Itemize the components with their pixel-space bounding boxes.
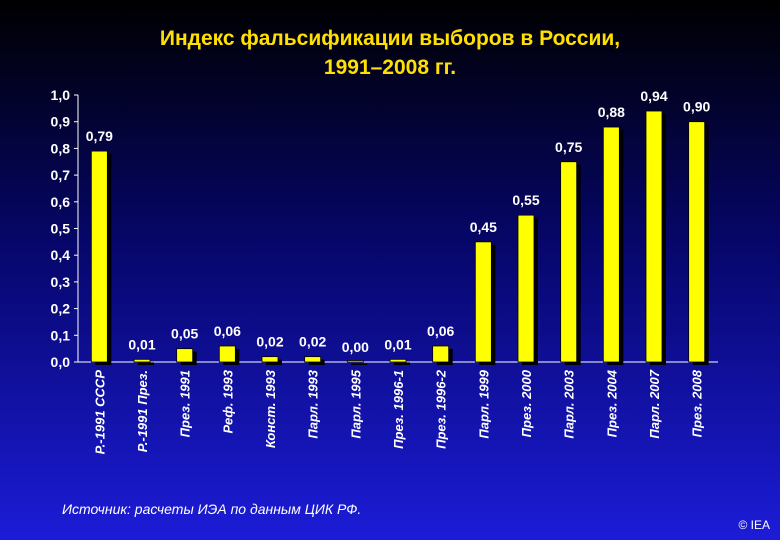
category-label: През. 1991 <box>178 370 193 437</box>
bar-shadow <box>138 362 154 365</box>
data-label: 0,45 <box>470 219 497 235</box>
y-tick-label: 0,8 <box>51 140 71 156</box>
bar <box>602 126 620 363</box>
data-label: 0,90 <box>683 99 710 115</box>
category-label: През. 2008 <box>690 369 705 437</box>
category-label: Конст. 1993 <box>263 369 278 448</box>
y-tick-label: 0,1 <box>51 327 71 343</box>
y-tick-label: 0,2 <box>51 301 71 317</box>
bar <box>560 161 578 363</box>
category-label: През. 2004 <box>604 369 619 437</box>
bar <box>218 345 236 363</box>
bar-shadow <box>351 363 368 365</box>
category-label: Р.-1991 СССР <box>92 370 107 455</box>
bar <box>389 358 407 363</box>
category-label: През. 1996-2 <box>434 369 449 449</box>
data-label: 0,02 <box>299 334 326 350</box>
data-label: 0,06 <box>214 323 241 339</box>
y-tick-label: 1,0 <box>51 87 71 103</box>
bar-shadow <box>394 362 410 365</box>
copyright-text: © IEA <box>738 518 770 532</box>
category-label: През. 1996-1 <box>391 370 406 449</box>
y-tick-label: 0,0 <box>51 354 71 370</box>
bar <box>90 150 108 363</box>
bar <box>304 356 322 363</box>
bar <box>474 241 492 363</box>
chart-title: Индекс фальсификации выборов в России, 1… <box>0 24 780 82</box>
category-label: Р.-1991 През. <box>135 370 150 452</box>
category-label: Реф. 1993 <box>220 369 235 433</box>
data-label: 0,01 <box>128 336 155 352</box>
data-label: 0,88 <box>598 104 625 120</box>
data-label: 0,01 <box>384 336 411 352</box>
category-label: Парл. 2007 <box>647 369 662 438</box>
bar <box>176 348 194 363</box>
bar <box>517 214 535 363</box>
data-label: 0,94 <box>640 88 667 104</box>
data-label: 0,75 <box>555 139 582 155</box>
data-label: 0,55 <box>512 192 539 208</box>
category-label: Парл. 1999 <box>476 369 491 438</box>
y-tick-label: 0,6 <box>51 194 71 210</box>
y-tick-label: 0,3 <box>51 274 71 290</box>
title-line-1: Индекс фальсификации выборов в России, <box>159 27 621 50</box>
y-tick-label: 0,7 <box>51 167 71 183</box>
y-tick-label: 0,5 <box>51 221 71 237</box>
source-note: Источник: расчеты ИЭА по данным ЦИК РФ. <box>62 501 362 517</box>
data-label: 0,00 <box>342 339 369 355</box>
y-tick-label: 0,4 <box>51 247 71 263</box>
bar <box>688 121 706 363</box>
category-label: Парл. 1995 <box>348 369 363 438</box>
title-line-2: 1991–2008 гг. <box>323 56 457 79</box>
bar <box>133 358 151 363</box>
category-label: Парл. 2003 <box>562 369 577 438</box>
bar <box>261 356 279 363</box>
data-label: 0,06 <box>427 323 454 339</box>
data-label: 0,02 <box>256 334 283 350</box>
bar <box>346 360 364 363</box>
category-label: Парл. 1993 <box>306 369 321 438</box>
category-label: През. 2000 <box>519 369 534 437</box>
y-tick-label: 0,9 <box>51 114 71 130</box>
bar <box>645 110 663 363</box>
data-label: 0,79 <box>86 128 113 144</box>
bar <box>432 345 450 363</box>
data-label: 0,05 <box>171 326 198 342</box>
